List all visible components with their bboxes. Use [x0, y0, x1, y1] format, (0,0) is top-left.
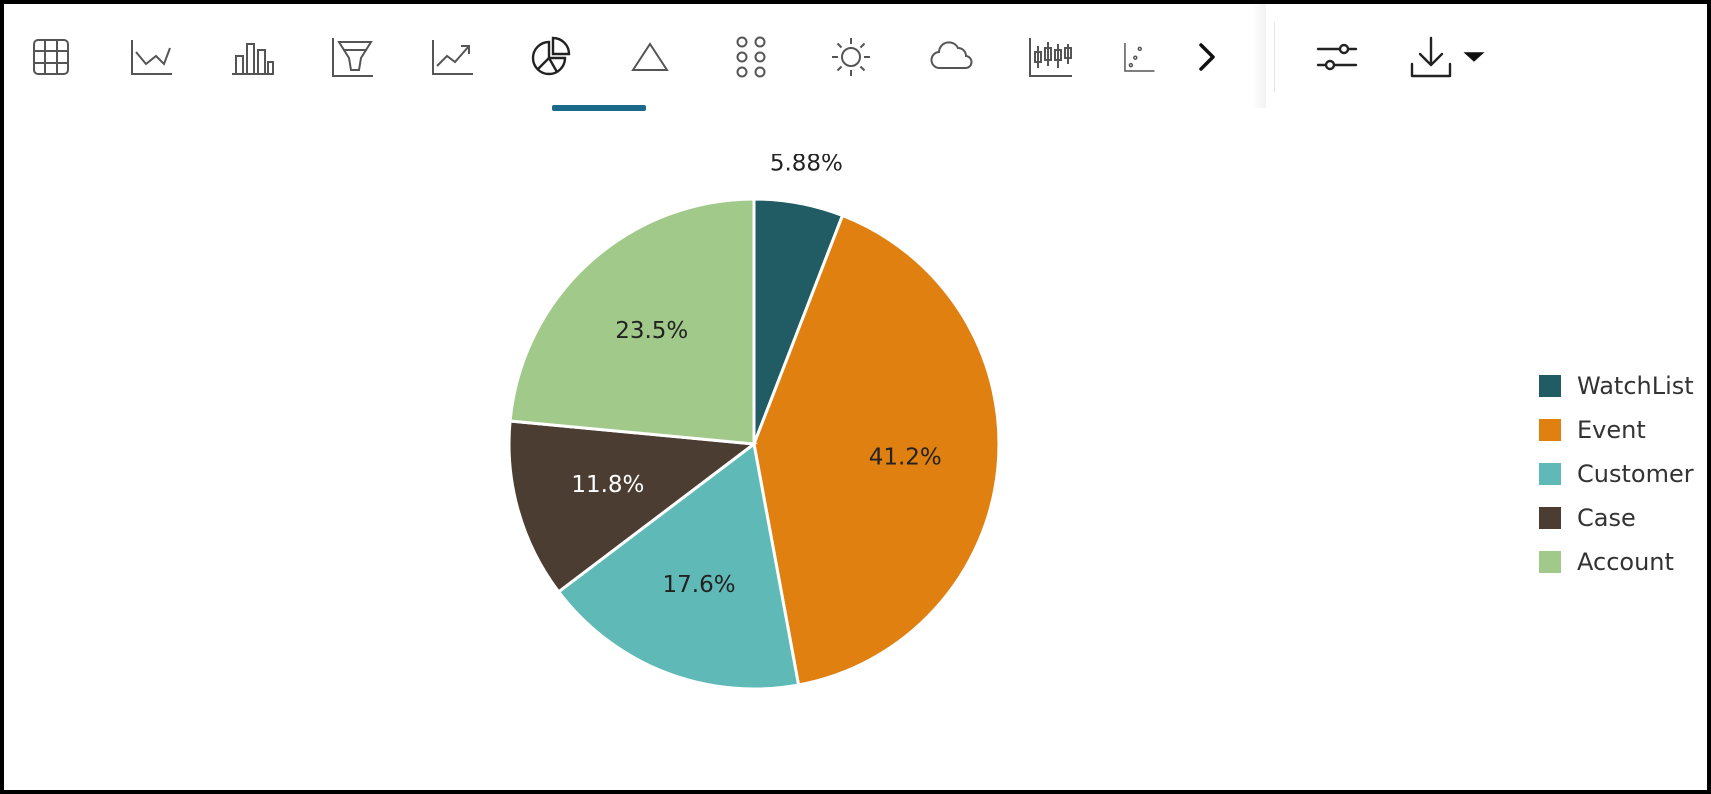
legend-swatch: [1539, 507, 1561, 529]
toolbar-overflow-fade: [1252, 4, 1266, 108]
pie-slice-customer[interactable]: [556, 441, 801, 691]
pie-slice-event[interactable]: [752, 213, 1001, 687]
pie-slice-account[interactable]: [508, 197, 756, 446]
active-tab-indicator: [552, 105, 646, 111]
legend-item-account[interactable]: Account: [1539, 540, 1694, 584]
chart-legend: WatchList Event Customer Case Account: [1539, 364, 1694, 584]
toolbar-divider: [1274, 22, 1275, 92]
chart-toolbar: [4, 4, 1707, 112]
legend-item-watchlist[interactable]: WatchList: [1539, 364, 1694, 408]
legend-label: Event: [1577, 416, 1646, 444]
data-label-case: 11.8%: [571, 472, 644, 498]
pie-chart-icon[interactable]: [515, 22, 585, 92]
pie-chart: 5.88% 41.2% 17.6% 11.8% 23.5% WatchList Event…: [4, 154, 1707, 754]
legend-label: Case: [1577, 504, 1636, 532]
bar-chart-icon[interactable]: [218, 22, 288, 92]
legend-swatch: [1539, 551, 1561, 573]
scatter-chart-icon[interactable]: [1116, 22, 1156, 92]
bubble-grid-chart-icon[interactable]: [716, 22, 786, 92]
legend-swatch: [1539, 375, 1561, 397]
caret-down-icon[interactable]: [1452, 22, 1496, 92]
chevron-right-icon[interactable]: [1172, 22, 1242, 92]
pyramid-chart-icon[interactable]: [615, 22, 685, 92]
legend-label: WatchList: [1577, 372, 1694, 400]
legend-label: Customer: [1577, 460, 1694, 488]
table-icon[interactable]: [16, 22, 86, 92]
tag-cloud-icon[interactable]: [916, 22, 986, 92]
trend-chart-icon[interactable]: [417, 22, 487, 92]
data-label-account: 23.5%: [615, 318, 688, 344]
legend-label: Account: [1577, 548, 1674, 576]
legend-item-case[interactable]: Case: [1539, 496, 1694, 540]
legend-swatch: [1539, 419, 1561, 441]
funnel-chart-icon[interactable]: [317, 22, 387, 92]
legend-swatch: [1539, 463, 1561, 485]
legend-item-customer[interactable]: Customer: [1539, 452, 1694, 496]
line-chart-icon[interactable]: [116, 22, 186, 92]
data-label-customer: 17.6%: [663, 572, 736, 598]
download-icon[interactable]: [1396, 22, 1466, 92]
data-label-event: 41.2%: [869, 445, 942, 471]
pie-chart-canvas: 5.88% 41.2% 17.6% 11.8% 23.5%: [507, 154, 1001, 691]
data-label-watchlist: 5.88%: [770, 154, 843, 176]
sunburst-chart-icon[interactable]: [816, 22, 886, 92]
sliders-icon[interactable]: [1302, 22, 1372, 92]
legend-item-event[interactable]: Event: [1539, 408, 1694, 452]
pie-slice-case[interactable]: [507, 419, 758, 594]
stock-chart-icon[interactable]: [1016, 22, 1086, 92]
